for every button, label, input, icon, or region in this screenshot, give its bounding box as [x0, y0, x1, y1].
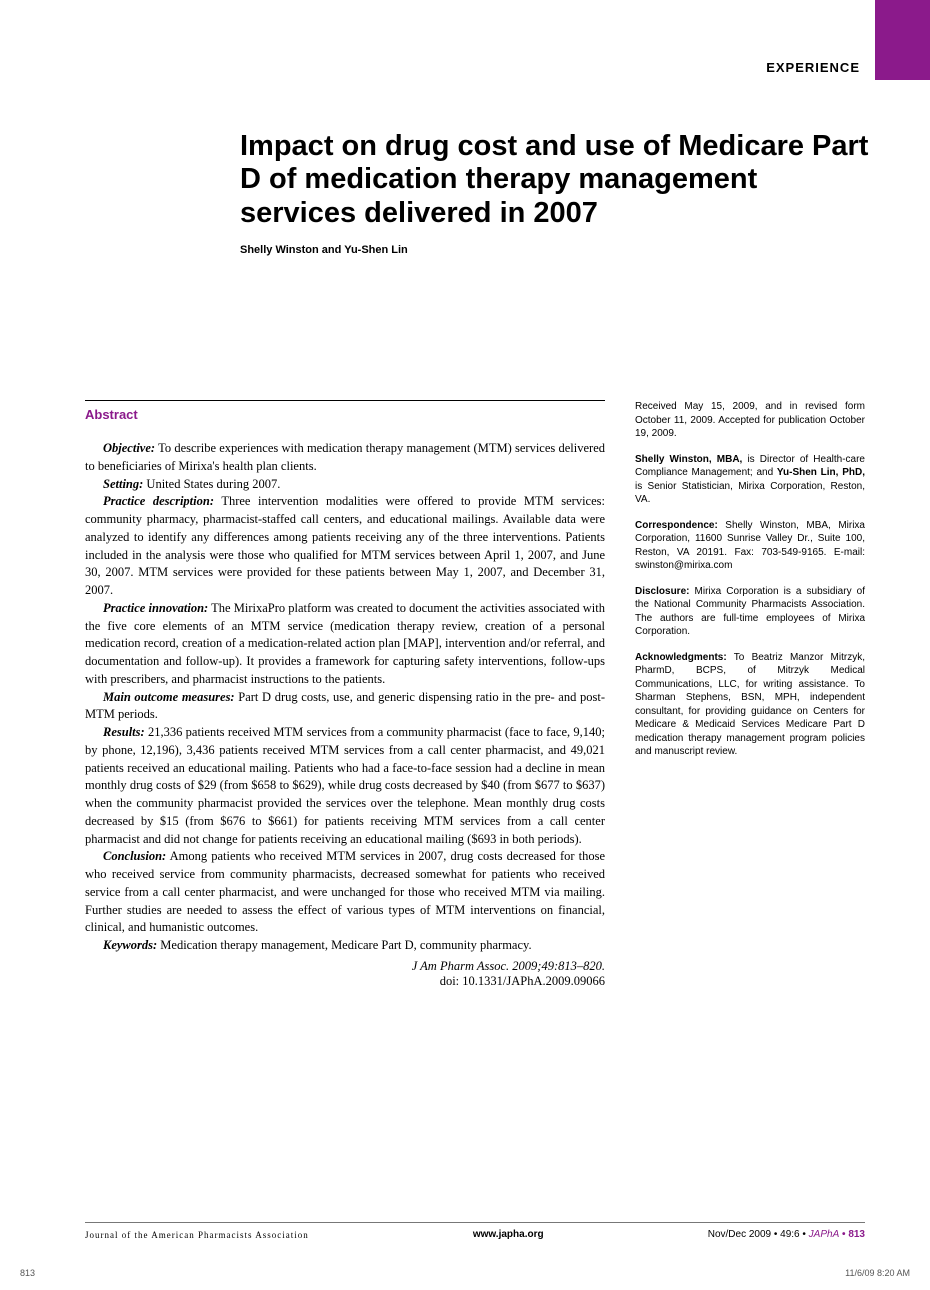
slug-right: 11/6/09 8:20 AM	[845, 1268, 910, 1278]
label-setting: Setting:	[103, 477, 143, 491]
abstract-keywords: Keywords: Medication therapy management,…	[85, 937, 605, 955]
correspondence-block: Correspondence: Shelly Winston, MBA, Mir…	[635, 519, 865, 573]
text-keywords: Medication therapy management, Medicare …	[160, 938, 531, 952]
abstract-column: Abstract Objective: To describe experien…	[85, 400, 605, 989]
authors: Shelly Winston and Yu-Shen Lin	[240, 244, 870, 256]
doi: doi: 10.1331/JAPhA.2009.09066	[85, 974, 605, 989]
label-main-outcome: Main outcome measures:	[103, 690, 235, 704]
text-setting: United States during 2007.	[146, 477, 280, 491]
abstract-practice-description: Practice description: Three intervention…	[85, 493, 605, 600]
footer-page: 813	[848, 1229, 865, 1240]
abstract-rule	[85, 400, 605, 401]
label-practice-description: Practice description:	[103, 494, 214, 508]
bio-label-1: Shelly Winston, MBA,	[635, 454, 742, 465]
correspondence-label: Correspondence:	[635, 520, 718, 531]
corner-tab	[875, 0, 930, 80]
disclosure-block: Disclosure: Mirixa Corporation is a subs…	[635, 585, 865, 639]
ack-text: To Beatriz Manzor Mitrzyk, PharmD, BCPS,…	[635, 652, 865, 758]
page-footer: Journal of the American Pharmacists Asso…	[85, 1222, 865, 1240]
abstract-setting: Setting: United States during 2007.	[85, 476, 605, 494]
text-practice-description: Three intervention modalities were offer…	[85, 494, 605, 597]
article-title: Impact on drug cost and use of Medicare …	[240, 130, 870, 230]
abstract-conclusion: Conclusion: Among patients who received …	[85, 848, 605, 937]
abstract-practice-innovation: Practice innovation: The MirixaPro platf…	[85, 600, 605, 689]
footer-journal: Journal of the American Pharmacists Asso…	[85, 1230, 309, 1240]
sidebar-column: Received May 15, 2009, and in revised fo…	[635, 400, 865, 989]
abstract-objective: Objective: To describe experiences with …	[85, 440, 605, 476]
bio-label-2: Yu-Shen Lin, PhD,	[777, 467, 865, 478]
abstract-results: Results: 21,336 patients received MTM se…	[85, 724, 605, 848]
footer-japha: JAPhA	[809, 1229, 840, 1240]
abstract-body: Objective: To describe experiences with …	[85, 440, 605, 955]
text-objective: To describe experiences with medication …	[85, 441, 605, 473]
slug-left: 813	[20, 1268, 35, 1278]
received-block: Received May 15, 2009, and in revised fo…	[635, 400, 865, 441]
footer-issue-text: Nov/Dec 2009 • 49:6 •	[708, 1229, 806, 1240]
ack-label: Acknowledgments:	[635, 652, 727, 663]
disclosure-label: Disclosure:	[635, 586, 689, 597]
label-objective: Objective:	[103, 441, 155, 455]
abstract-main-outcome: Main outcome measures: Part D drug costs…	[85, 689, 605, 725]
footer-issue: Nov/Dec 2009 • 49:6 • JAPhA • 813	[708, 1229, 865, 1240]
label-practice-innovation: Practice innovation:	[103, 601, 208, 615]
citation: J Am Pharm Assoc. 2009;49:813–820.	[85, 959, 605, 974]
section-label: EXPERIENCE	[766, 60, 860, 75]
author-bios: Shelly Winston, MBA, is Director of Heal…	[635, 453, 865, 507]
label-conclusion: Conclusion:	[103, 849, 166, 863]
content-area: Abstract Objective: To describe experien…	[85, 400, 865, 989]
title-block: Impact on drug cost and use of Medicare …	[240, 130, 870, 256]
text-results: 21,336 patients received MTM services fr…	[85, 725, 605, 846]
bio-text-2: is Senior Statistician, Mirixa Corporati…	[635, 481, 865, 506]
footer-url: www.japha.org	[473, 1229, 544, 1240]
label-keywords: Keywords:	[103, 938, 157, 952]
acknowledgments-block: Acknowledgments: To Beatriz Manzor Mitrz…	[635, 651, 865, 759]
abstract-heading: Abstract	[85, 407, 605, 422]
label-results: Results:	[103, 725, 145, 739]
